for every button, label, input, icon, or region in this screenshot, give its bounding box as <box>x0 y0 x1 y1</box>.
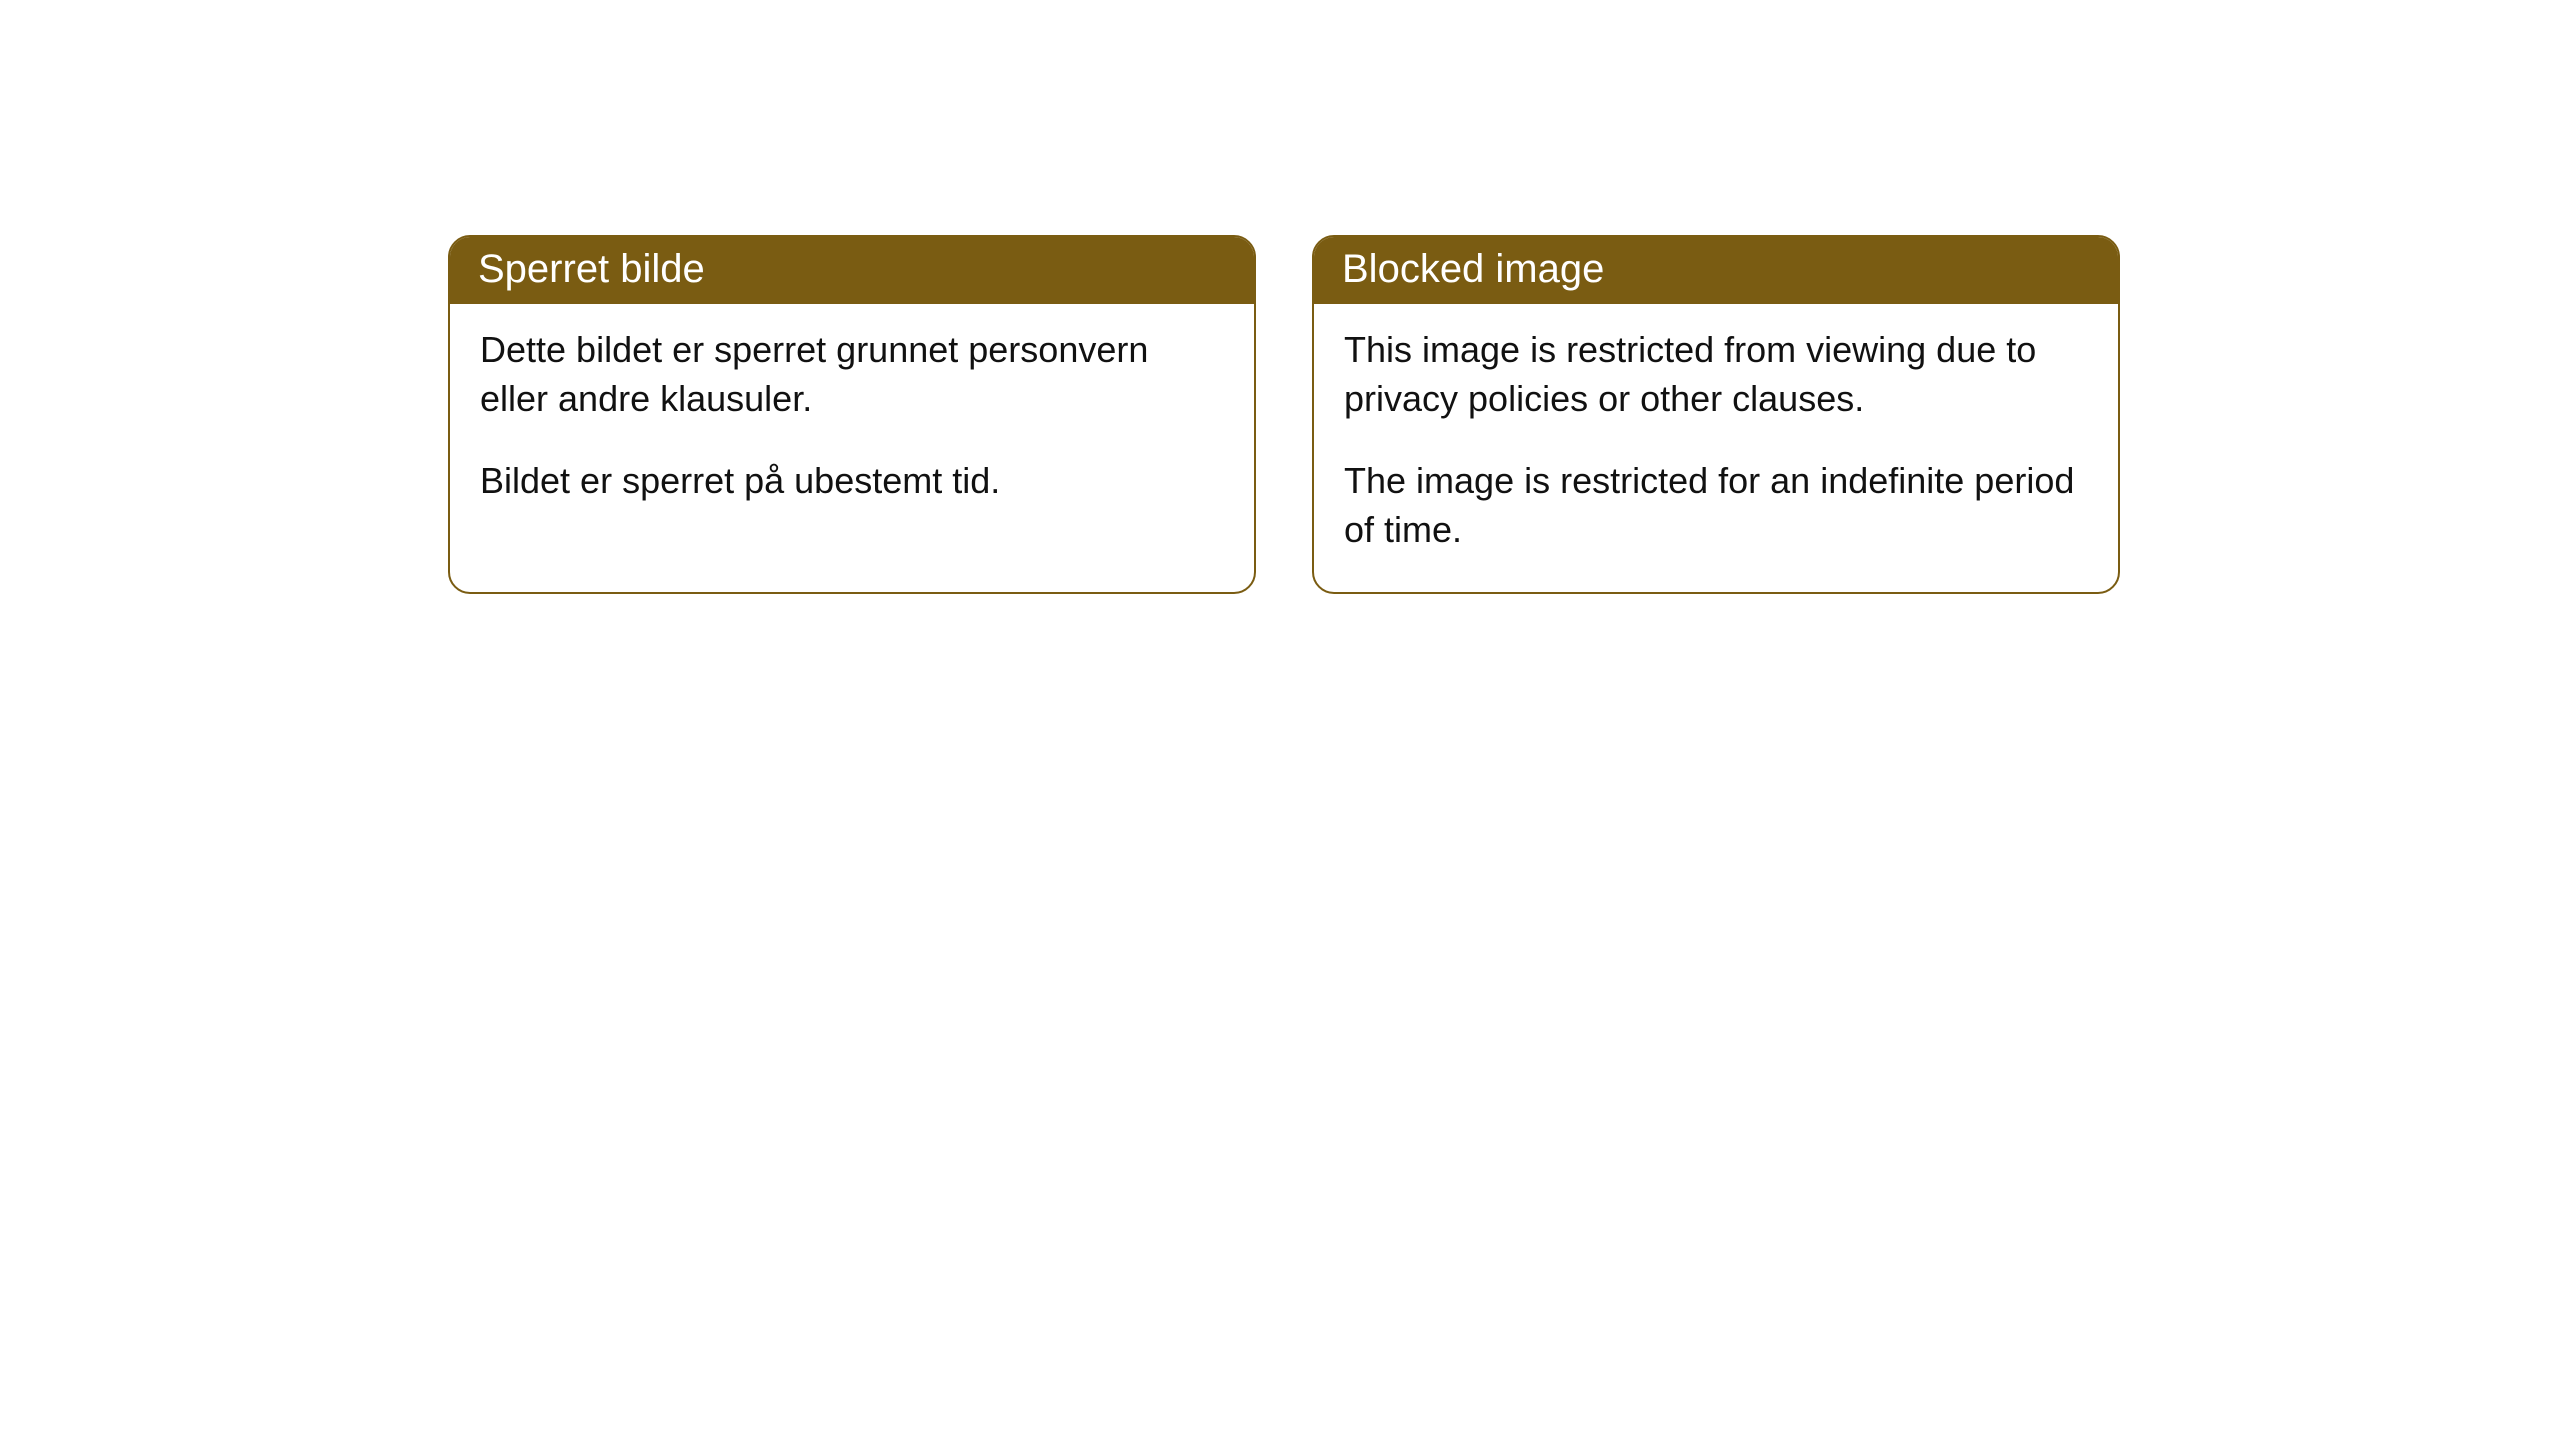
card-paragraph: This image is restricted from viewing du… <box>1344 326 2088 423</box>
card-body-norwegian: Dette bildet er sperret grunnet personve… <box>450 304 1254 544</box>
card-paragraph: Dette bildet er sperret grunnet personve… <box>480 326 1224 423</box>
notice-cards-container: Sperret bilde Dette bildet er sperret gr… <box>0 0 2560 594</box>
card-body-english: This image is restricted from viewing du… <box>1314 304 2118 592</box>
blocked-image-card-english: Blocked image This image is restricted f… <box>1312 235 2120 594</box>
card-header-english: Blocked image <box>1314 237 2118 304</box>
card-paragraph: Bildet er sperret på ubestemt tid. <box>480 457 1224 506</box>
blocked-image-card-norwegian: Sperret bilde Dette bildet er sperret gr… <box>448 235 1256 594</box>
card-header-norwegian: Sperret bilde <box>450 237 1254 304</box>
card-paragraph: The image is restricted for an indefinit… <box>1344 457 2088 554</box>
